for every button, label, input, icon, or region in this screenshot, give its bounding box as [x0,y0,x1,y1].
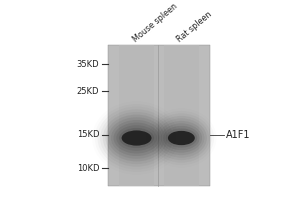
FancyBboxPatch shape [108,45,210,186]
Ellipse shape [168,131,195,145]
Ellipse shape [111,120,162,156]
Ellipse shape [114,123,160,154]
Text: 35KD: 35KD [76,60,99,69]
Text: 25KD: 25KD [77,87,99,96]
FancyBboxPatch shape [119,45,154,186]
Text: Rat spleen: Rat spleen [176,10,214,44]
Ellipse shape [161,123,202,153]
Ellipse shape [108,117,165,159]
Ellipse shape [166,128,197,148]
Text: 10KD: 10KD [77,164,99,173]
Ellipse shape [163,126,200,150]
Ellipse shape [119,128,154,148]
Ellipse shape [116,125,157,151]
Ellipse shape [122,130,152,146]
Ellipse shape [103,112,170,164]
Ellipse shape [158,121,205,155]
Text: 15KD: 15KD [77,130,99,139]
Ellipse shape [168,131,195,145]
Ellipse shape [156,118,207,158]
Text: Mouse spleen: Mouse spleen [131,2,179,44]
Text: A1F1: A1F1 [226,130,250,140]
Ellipse shape [106,115,168,161]
FancyBboxPatch shape [164,45,199,186]
Ellipse shape [122,130,152,146]
